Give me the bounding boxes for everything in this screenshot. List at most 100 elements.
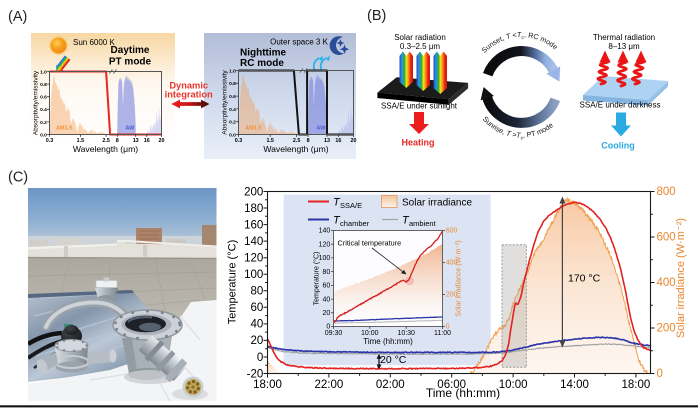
svg-text:13: 13 bbox=[133, 138, 139, 144]
svg-text:0: 0 bbox=[257, 352, 263, 364]
svg-text:Temperature (°C): Temperature (°C) bbox=[313, 252, 321, 306]
svg-text:0.3: 0.3 bbox=[235, 138, 243, 144]
svg-text:0.8: 0.8 bbox=[40, 82, 47, 88]
svg-text:PT mode: PT mode bbox=[109, 57, 152, 68]
svg-text:40: 40 bbox=[323, 296, 331, 303]
svg-text:0: 0 bbox=[446, 324, 450, 331]
svg-text:Absorptivity/emissivity: Absorptivity/emissivity bbox=[33, 70, 40, 135]
svg-text:Daytime: Daytime bbox=[111, 45, 150, 56]
svg-text:400: 400 bbox=[657, 277, 676, 289]
svg-text:Solar radiation: Solar radiation bbox=[394, 33, 446, 42]
svg-text:20 °C: 20 °C bbox=[380, 354, 407, 366]
svg-text:(C): (C) bbox=[8, 170, 28, 186]
svg-text:140: 140 bbox=[244, 236, 263, 248]
svg-text:0.4: 0.4 bbox=[40, 107, 47, 113]
svg-text:160: 160 bbox=[244, 219, 263, 231]
svg-text:400: 400 bbox=[446, 260, 458, 267]
svg-text:800: 800 bbox=[657, 186, 676, 198]
svg-text:0.3: 0.3 bbox=[46, 138, 54, 144]
svg-text:600: 600 bbox=[446, 228, 458, 235]
svg-text:40: 40 bbox=[251, 319, 264, 331]
svg-text:09:30: 09:30 bbox=[325, 330, 343, 337]
svg-text:60: 60 bbox=[323, 283, 331, 290]
svg-text:integration: integration bbox=[165, 89, 213, 99]
svg-text:100: 100 bbox=[244, 269, 263, 281]
svg-text:13: 13 bbox=[324, 138, 330, 144]
svg-text:1.5: 1.5 bbox=[266, 138, 274, 144]
svg-text:0: 0 bbox=[657, 368, 663, 380]
svg-text:Solar irradiance (W·m⁻²): Solar irradiance (W·m⁻²) bbox=[675, 218, 687, 338]
svg-text:20: 20 bbox=[323, 310, 331, 317]
svg-text:22:00: 22:00 bbox=[315, 379, 344, 391]
svg-text:11:00: 11:00 bbox=[434, 330, 451, 337]
svg-text:1.0: 1.0 bbox=[229, 68, 236, 74]
svg-text:Absorptivity/emissivity: Absorptivity/emissivity bbox=[222, 70, 229, 135]
svg-text:60: 60 bbox=[251, 302, 264, 314]
svg-text:Solar irradiance (W·m⁻²): Solar irradiance (W·m⁻²) bbox=[456, 240, 463, 316]
svg-text:Thermal radiation: Thermal radiation bbox=[593, 33, 655, 42]
svg-text:120: 120 bbox=[244, 253, 263, 265]
svg-text:02:00: 02:00 bbox=[376, 379, 405, 391]
svg-text:200: 200 bbox=[446, 292, 458, 299]
svg-text:0.6: 0.6 bbox=[40, 95, 47, 101]
svg-text:0.6: 0.6 bbox=[229, 94, 236, 100]
svg-text:10:00: 10:00 bbox=[499, 379, 528, 391]
svg-text:Time (hh:mm): Time (hh:mm) bbox=[426, 386, 500, 400]
svg-text:Heating: Heating bbox=[401, 138, 434, 148]
svg-text:Temperature (°C): Temperature (°C) bbox=[227, 240, 239, 324]
svg-text:100: 100 bbox=[319, 255, 331, 262]
svg-text:T: T bbox=[333, 197, 341, 209]
svg-text:0.8: 0.8 bbox=[229, 81, 236, 87]
svg-text:SSA/E under darkness: SSA/E under darkness bbox=[580, 101, 661, 110]
svg-text:AM1.5: AM1.5 bbox=[56, 126, 72, 132]
svg-text:120: 120 bbox=[319, 241, 331, 248]
svg-text:chamber: chamber bbox=[340, 219, 370, 228]
svg-text:16: 16 bbox=[335, 138, 341, 144]
svg-text:Solar irradiance: Solar irradiance bbox=[402, 198, 472, 209]
svg-text:80: 80 bbox=[251, 286, 264, 298]
svg-text:18:00: 18:00 bbox=[253, 379, 282, 391]
svg-text:80: 80 bbox=[323, 269, 331, 276]
svg-text:20: 20 bbox=[159, 138, 165, 144]
svg-text:0.2: 0.2 bbox=[229, 120, 236, 126]
svg-text:0: 0 bbox=[326, 324, 330, 331]
svg-text:SSA/E: SSA/E bbox=[340, 201, 362, 210]
svg-text:1.0: 1.0 bbox=[40, 69, 47, 75]
svg-text:8: 8 bbox=[307, 138, 310, 144]
svg-text:0.4: 0.4 bbox=[229, 107, 236, 113]
svg-text:2.5: 2.5 bbox=[102, 138, 110, 144]
svg-text:(B): (B) bbox=[367, 8, 386, 24]
svg-text:Nighttime: Nighttime bbox=[240, 48, 287, 59]
svg-text:Cooling: Cooling bbox=[601, 141, 635, 151]
svg-text:10:30: 10:30 bbox=[397, 330, 415, 337]
svg-text:Wavelength (μm): Wavelength (μm) bbox=[263, 144, 328, 154]
svg-text:10:00: 10:00 bbox=[361, 330, 379, 337]
svg-text:T: T bbox=[402, 215, 410, 227]
svg-text:RC mode: RC mode bbox=[240, 58, 284, 69]
svg-text:SSA/E under sunlight: SSA/E under sunlight bbox=[381, 102, 458, 111]
svg-text:0.2: 0.2 bbox=[40, 120, 47, 126]
svg-text:170 °C: 170 °C bbox=[568, 273, 601, 285]
svg-text:T: T bbox=[333, 215, 341, 227]
svg-text:Time (hh:mm): Time (hh:mm) bbox=[363, 337, 413, 346]
svg-text:0.0: 0.0 bbox=[40, 132, 47, 138]
svg-text:140: 140 bbox=[319, 228, 331, 235]
svg-text:1.5: 1.5 bbox=[77, 138, 85, 144]
svg-text:20: 20 bbox=[351, 138, 357, 144]
svg-text:(A): (A) bbox=[8, 9, 27, 25]
svg-text:200: 200 bbox=[657, 323, 676, 335]
svg-text:2.5: 2.5 bbox=[293, 138, 301, 144]
svg-text:18:00: 18:00 bbox=[622, 379, 651, 391]
svg-text:AW: AW bbox=[125, 126, 135, 132]
svg-text:AW: AW bbox=[316, 126, 326, 132]
svg-text:06:00: 06:00 bbox=[437, 379, 466, 391]
svg-text:16: 16 bbox=[144, 138, 150, 144]
svg-text:AM1.5: AM1.5 bbox=[245, 126, 261, 132]
svg-text:0.3–2.5 μm: 0.3–2.5 μm bbox=[400, 42, 441, 51]
svg-text:Critical temperature: Critical temperature bbox=[338, 238, 402, 247]
svg-text:14:00: 14:00 bbox=[560, 379, 589, 391]
svg-text:ambient: ambient bbox=[409, 219, 437, 228]
svg-text:20: 20 bbox=[251, 335, 264, 347]
svg-text:200: 200 bbox=[244, 186, 263, 198]
svg-text:8–13 μm: 8–13 μm bbox=[608, 42, 640, 51]
